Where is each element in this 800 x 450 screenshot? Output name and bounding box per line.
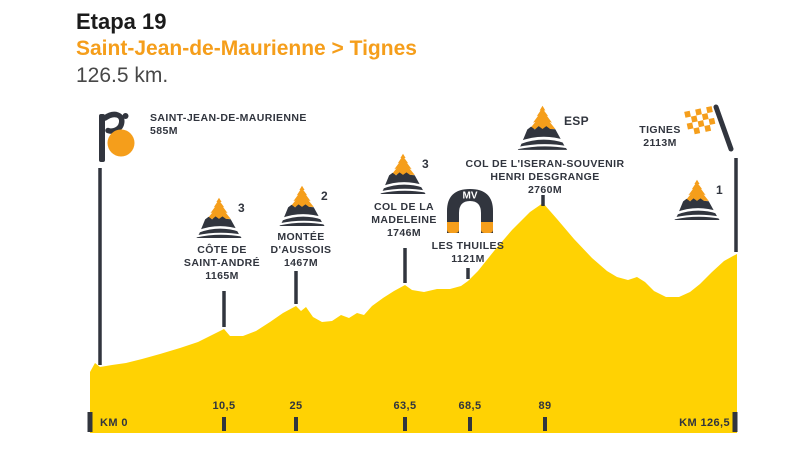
climb-name-line: COL DE LA xyxy=(374,201,434,213)
start-name: SAINT-JEAN-DE-MAURIENNE xyxy=(150,112,307,124)
category-number: 1 xyxy=(716,183,723,197)
stage-route: Saint-Jean-de-Maurienne > Tignes xyxy=(76,37,417,60)
climb-elevation: 1165M xyxy=(205,270,239,282)
axis-tick-label: 25 xyxy=(289,400,303,412)
category-number: 3 xyxy=(422,157,429,171)
start-elevation: 585M xyxy=(150,125,178,137)
finish-name: TIGNES xyxy=(639,124,681,136)
stage-distance: 126.5 km. xyxy=(76,64,169,87)
category-esp: ESP xyxy=(564,114,589,128)
axis-end-label: KM 126,5 xyxy=(679,417,730,429)
checkered-flag-checks xyxy=(684,106,716,135)
climb-name-line: MADELEINE xyxy=(371,214,437,226)
depart-cyclist-icon xyxy=(99,111,135,162)
intermediate-sprint-arch-icon: MV xyxy=(447,189,493,233)
finish-elevation: 2113M xyxy=(643,137,677,149)
mv-badge-text: MV xyxy=(463,191,478,202)
elevation-area xyxy=(90,203,737,433)
climb-name-line: COL DE L'ISERAN-SOUVENIR xyxy=(465,158,625,170)
finish-label-tignes: TIGNES 2113M xyxy=(625,124,695,150)
sprint-label-les-thuiles: LES THUILES 1121M xyxy=(414,240,522,266)
category-number: 2 xyxy=(321,189,328,203)
axis-tick-label: 89 xyxy=(538,400,552,412)
axis-start-label: KM 0 xyxy=(100,417,128,429)
category-number: 3 xyxy=(238,201,245,215)
sprint-elevation: 1121M xyxy=(451,253,485,265)
climb-label-saint-andre: CÔTE DE SAINT-ANDRÉ 1165M xyxy=(160,244,284,283)
climb-elevation: 1467M xyxy=(283,257,319,269)
stage-number: Etapa 19 xyxy=(76,9,167,34)
climb-name-line: SAINT-ANDRÉ xyxy=(183,257,261,269)
climb-name-line: HENRI DESGRANGE xyxy=(490,171,600,183)
climb-elevation: 2760M xyxy=(527,184,563,196)
mountain-esp-icon xyxy=(516,104,570,152)
stage-header: Etapa 19 Saint-Jean-de-Maurienne > Tigne… xyxy=(76,8,417,89)
climb-label-aussois: MONTÉE D'AUSSOIS 1467M xyxy=(250,231,352,270)
axis-tick-label: 10,5 xyxy=(212,400,236,412)
climb-label-madeleine: COL DE LA MADELEINE 1746M xyxy=(350,201,458,240)
axis-tick-label: 63,5 xyxy=(393,400,417,412)
climb-label-iseran: COL DE L'ISERAN-SOUVENIR HENRI DESGRANGE… xyxy=(455,158,635,197)
axis-tick-label: 68,5 xyxy=(458,400,482,412)
start-label: SAINT-JEAN-DE-MAURIENNE 585M xyxy=(150,112,307,138)
sprint-name: LES THUILES xyxy=(431,240,505,252)
climb-elevation: 1746M xyxy=(386,227,422,239)
climb-name-line: MONTÉE xyxy=(277,231,325,243)
climb-name-line: D'AUSSOIS xyxy=(270,244,332,256)
climb-name-line: CÔTE DE xyxy=(197,244,247,256)
finish-flag-icon xyxy=(684,104,734,152)
